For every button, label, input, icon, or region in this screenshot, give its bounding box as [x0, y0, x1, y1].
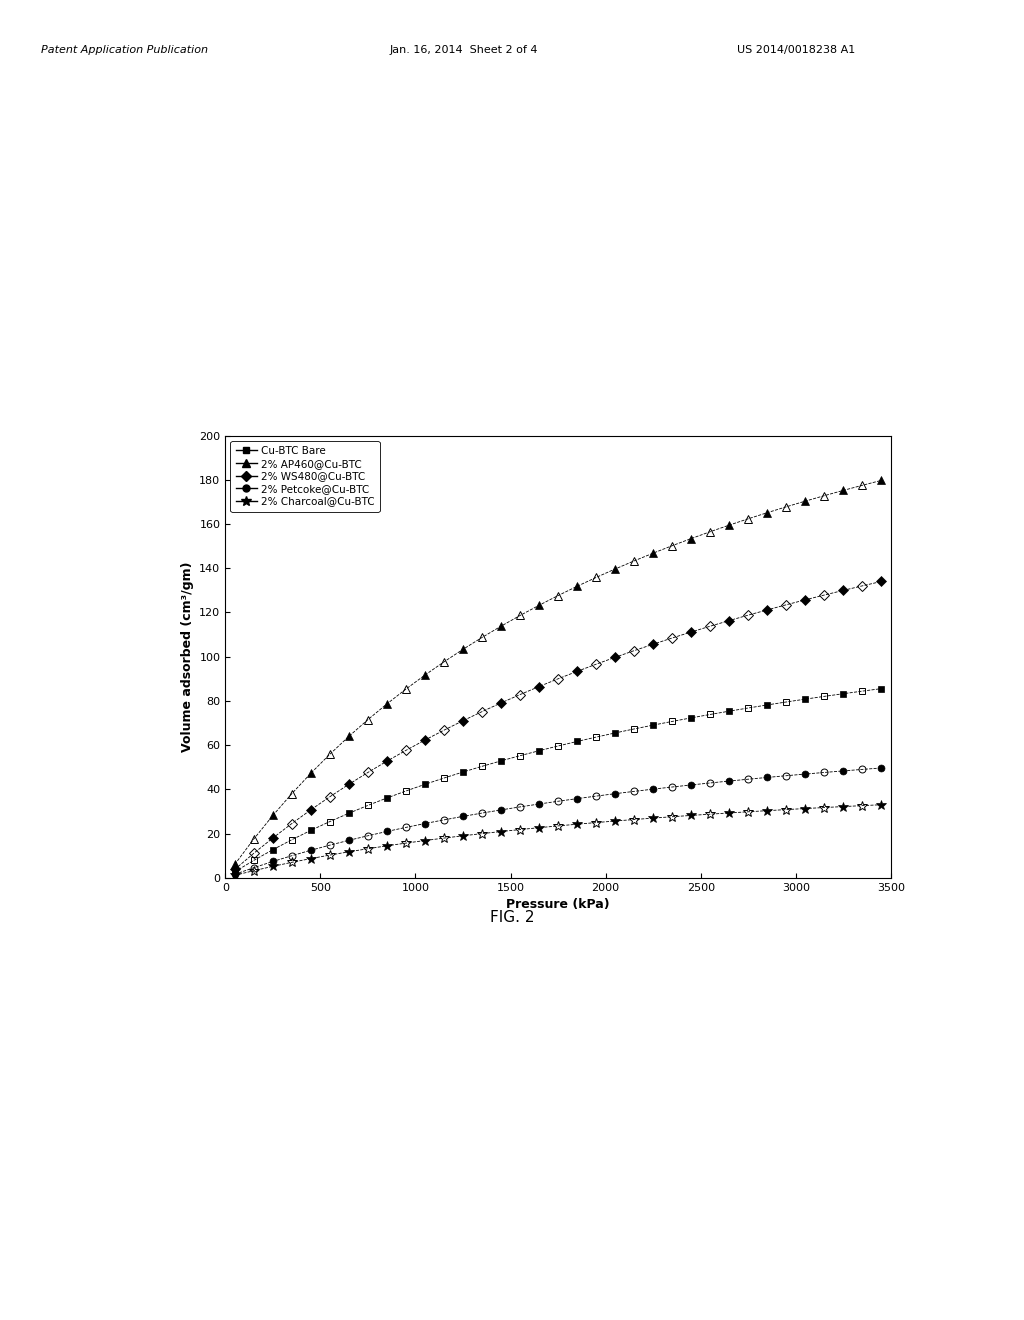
- X-axis label: Pressure (kPa): Pressure (kPa): [506, 898, 610, 911]
- Text: Jan. 16, 2014  Sheet 2 of 4: Jan. 16, 2014 Sheet 2 of 4: [389, 45, 538, 55]
- Text: US 2014/0018238 A1: US 2014/0018238 A1: [737, 45, 855, 55]
- Text: Patent Application Publication: Patent Application Publication: [41, 45, 208, 55]
- Legend: Cu-BTC Bare, 2% AP460@Cu-BTC, 2% WS480@Cu-BTC, 2% Petcoke@Cu-BTC, 2% Charcoal@Cu: Cu-BTC Bare, 2% AP460@Cu-BTC, 2% WS480@C…: [230, 441, 380, 512]
- Text: FIG. 2: FIG. 2: [489, 909, 535, 925]
- Y-axis label: Volume adsorbed (cm³/gm): Volume adsorbed (cm³/gm): [181, 561, 194, 752]
